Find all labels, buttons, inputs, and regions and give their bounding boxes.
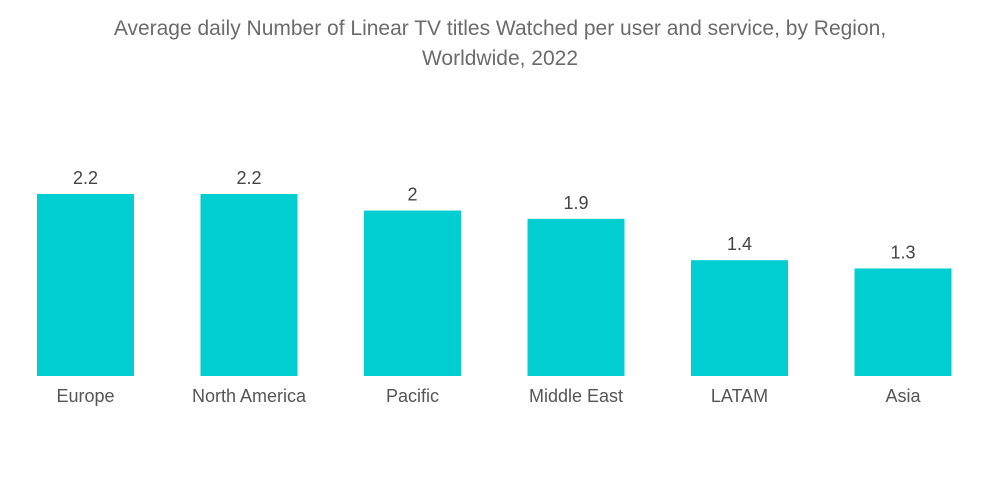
chart-title-line2: Worldwide, 2022: [421, 47, 579, 70]
category-label: Asia: [885, 386, 921, 406]
chart-title: Average daily Number of Linear TV titles…: [0, 14, 1000, 74]
data-label: 2: [407, 185, 417, 205]
category-label: Middle East: [529, 386, 623, 406]
data-label: 1.4: [727, 234, 752, 254]
data-label: 2.2: [236, 168, 261, 188]
category-label: Pacific: [386, 386, 439, 406]
bar-north-america: [200, 194, 298, 376]
data-label: 2.2: [73, 168, 98, 188]
bar-pacific: [364, 210, 461, 376]
category-label: Europe: [56, 386, 114, 406]
category-label: North America: [192, 386, 307, 406]
chart-title-line1: Average daily Number of Linear TV titles…: [113, 17, 887, 40]
data-label: 1.9: [563, 193, 588, 213]
bar-middle-east: [527, 218, 625, 376]
bar-latam: [691, 260, 788, 376]
data-label: 1.3: [890, 242, 915, 262]
bar-europe: [37, 194, 134, 376]
category-label: LATAM: [711, 386, 768, 406]
bar-asia: [854, 268, 952, 376]
